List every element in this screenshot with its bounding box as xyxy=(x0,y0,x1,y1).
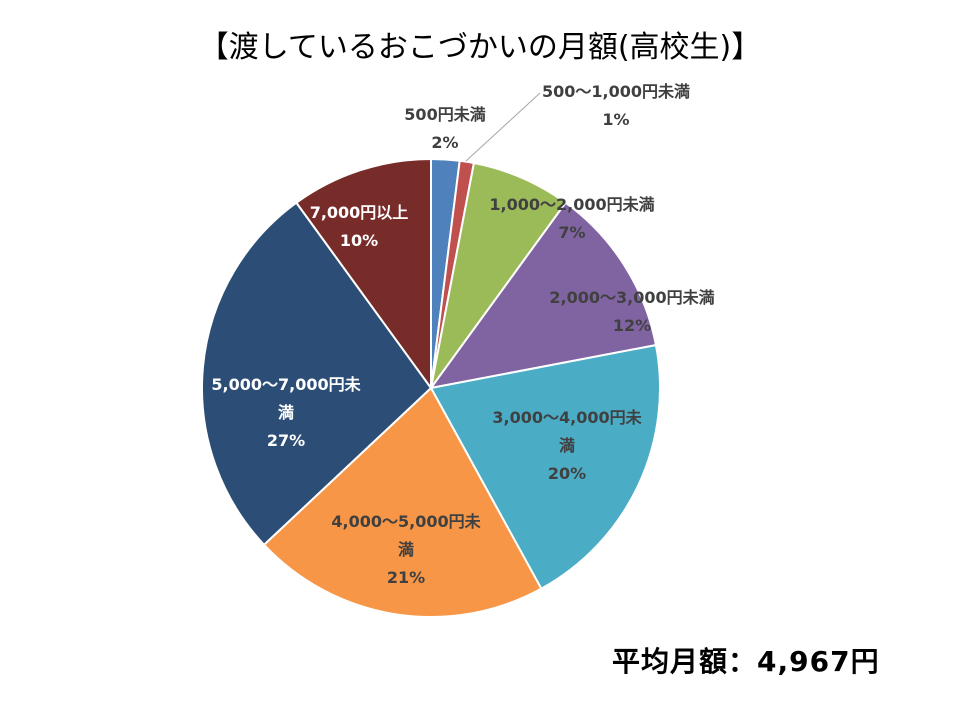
pie-slice-3 xyxy=(428,201,658,390)
pie-slice-5 xyxy=(262,386,543,618)
data-label-3: 2,000～3,000円未満 12% xyxy=(549,288,715,335)
pie-slice-4 xyxy=(429,343,661,591)
data-label-4: 3,000～4,000円未満 20% xyxy=(492,408,642,483)
chart-title: 【渡しているおこづかいの月額(高校生)】 xyxy=(198,30,762,65)
leader-line xyxy=(465,92,541,162)
data-label-1: 500～1,000円未満 1% xyxy=(541,82,690,129)
pie-slice-7 xyxy=(295,157,432,392)
data-label-5: 4,000～5,000円未満 21% xyxy=(331,512,481,587)
data-label-7: 7,000円以上 10% xyxy=(309,203,409,250)
data-label-6: 5,000～7,000円未満 27% xyxy=(211,375,361,450)
data-label-0: 500円未満 2% xyxy=(404,105,486,152)
data-label-2: 1,000～2,000円未満 7% xyxy=(489,195,655,242)
pie-slice-6 xyxy=(201,201,433,547)
average-amount-annotation: 平均月額：4,967円 xyxy=(612,645,880,678)
